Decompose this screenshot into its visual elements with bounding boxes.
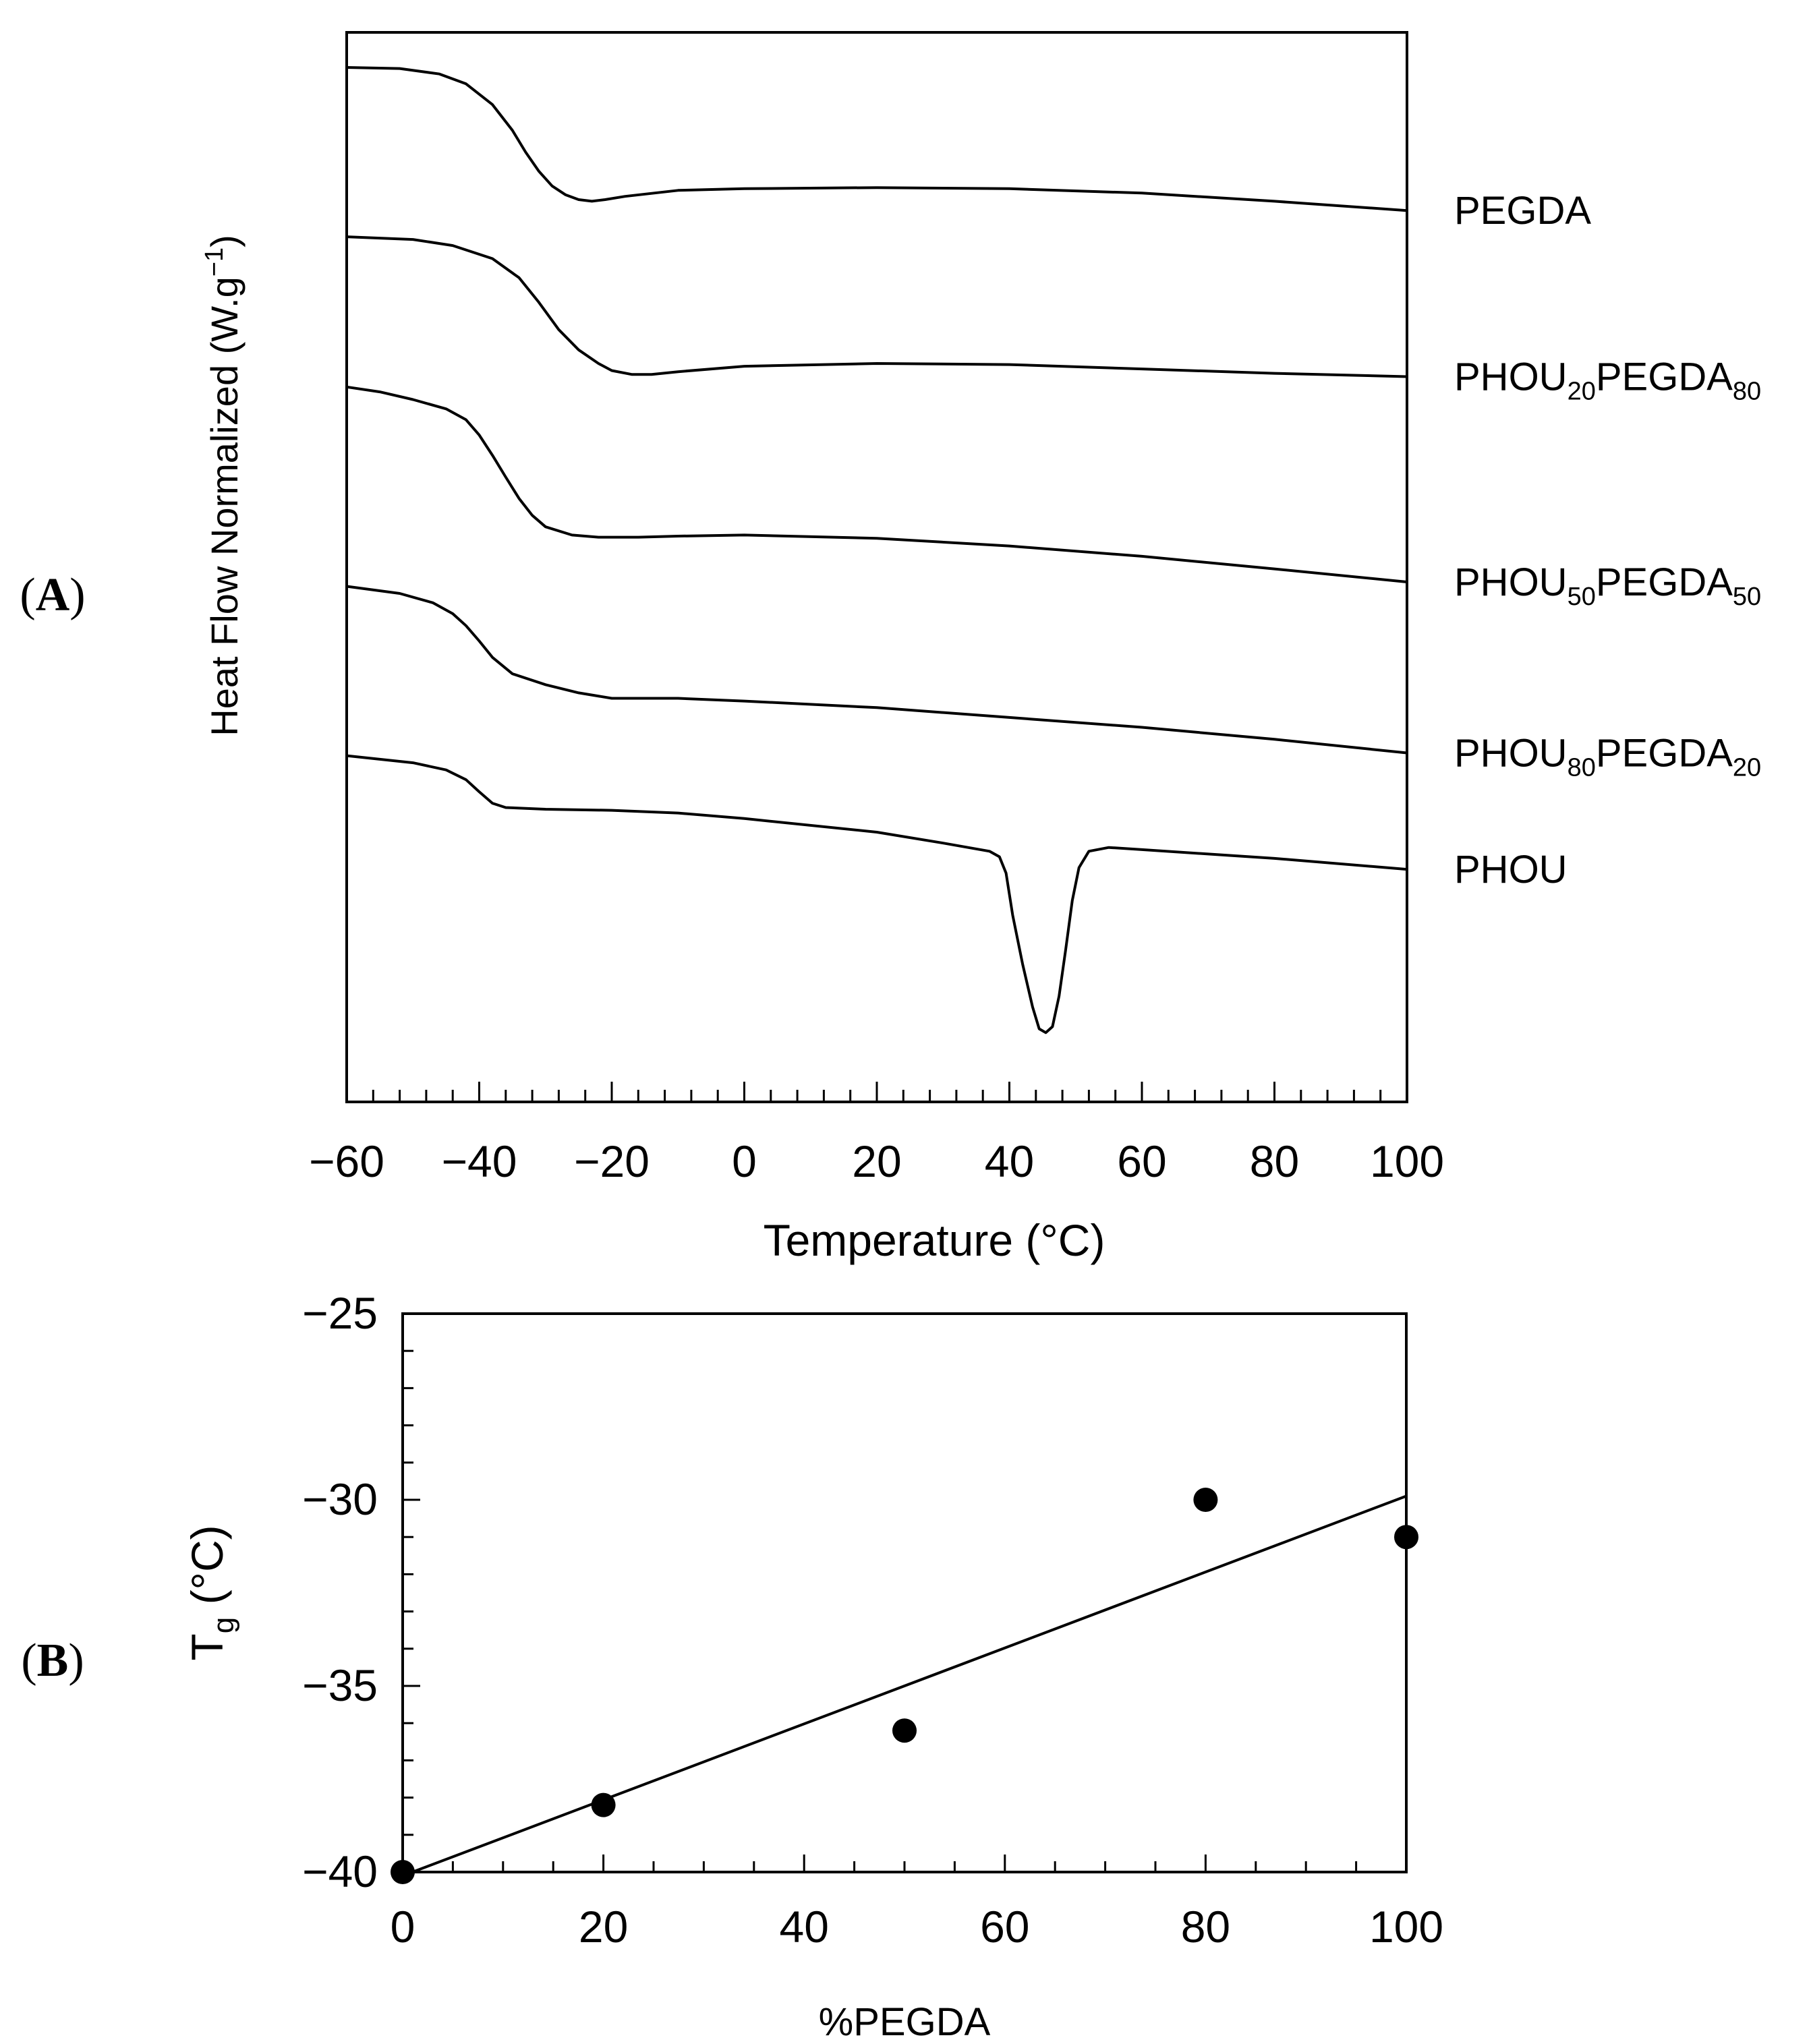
x-axis-ticks-a xyxy=(345,1082,1408,1102)
curve-labels: PEGDA PHOU20PEGDA80 PHOU50PEGDA50 PHOU80PEG… xyxy=(1454,189,1761,892)
curve-label-phou80pegda20: PHOU80PEGDA20 xyxy=(1454,732,1761,782)
x-tick-label-a: 0 xyxy=(732,1136,757,1186)
x-tick-label-b: 40 xyxy=(779,1902,828,1952)
linear-fit-line xyxy=(402,1494,1407,1877)
curve-label-pegda: PEGDA xyxy=(1454,189,1591,233)
tg-data-point xyxy=(591,1792,616,1817)
x-tick-label-a: −60 xyxy=(309,1136,384,1186)
x-tick-label-a: −40 xyxy=(442,1136,517,1186)
y-axis-title-a: Heat Flow Normalized (W.g−1) xyxy=(200,235,246,736)
tg-data-point xyxy=(892,1718,917,1743)
x-tick-label-a: 100 xyxy=(1370,1136,1444,1186)
fit-line-group xyxy=(402,1494,1407,1877)
x-tick-label-b: 0 xyxy=(391,1902,415,1952)
x-tick-label-a: −20 xyxy=(574,1136,650,1186)
dsc-curve-phou50pegda50 xyxy=(346,385,1408,583)
x-tick-label-a: 60 xyxy=(1117,1136,1166,1186)
panel-label-a: (A) xyxy=(20,569,85,621)
curve-label-phou20pegda80: PHOU20PEGDA80 xyxy=(1454,355,1761,406)
x-tick-label-a: 80 xyxy=(1250,1136,1299,1186)
tg-vs-composition-panel: 0 20 40 60 80 100 −25 −30 −35 −40 %PEGDA Tg (°C) xyxy=(182,1288,1443,2044)
tg-data-point xyxy=(391,1860,415,1884)
curve-label-phou: PHOU xyxy=(1454,848,1568,892)
x-axis-title-a: Temperature (°C) xyxy=(764,1215,1105,1265)
dsc-thermogram-panel: −60 −40 −20 0 20 40 60 80 100 PEGDA PHOU20PEGDA80… xyxy=(200,31,1761,1265)
dsc-curve-pegda xyxy=(346,66,1408,212)
data-points xyxy=(391,1488,1418,1884)
panel-label-b: (B) xyxy=(21,1635,84,1687)
y-tick-label-b: −40 xyxy=(302,1846,378,1896)
dsc-curve-phou xyxy=(346,754,1408,1034)
plot-frame-b xyxy=(401,1312,1408,1873)
x-axis-title-b: %PEGDA xyxy=(819,2000,991,2044)
x-tick-label-b: 60 xyxy=(980,1902,1029,1952)
y-tick-label-b: −30 xyxy=(302,1474,378,1524)
x-tick-label-b: 80 xyxy=(1181,1902,1230,1952)
axis-ticks-b xyxy=(401,1312,1408,1873)
dsc-curve-phou20pegda80 xyxy=(346,235,1408,378)
tg-data-point xyxy=(1193,1488,1218,1512)
x-tick-label-a: 20 xyxy=(852,1136,901,1186)
x-tick-label-b: 100 xyxy=(1369,1902,1443,1952)
tg-data-point xyxy=(1394,1525,1418,1550)
y-axis-title-b: Tg (°C) xyxy=(182,1525,240,1660)
dsc-curve-phou80pegda20 xyxy=(346,585,1408,755)
dsc-curves xyxy=(346,66,1408,1034)
x-tick-label-a: 40 xyxy=(985,1136,1034,1186)
x-axis-tick-labels-a: −60 −40 −20 0 20 40 60 80 100 xyxy=(309,1136,1444,1186)
y-tick-label-b: −25 xyxy=(302,1288,378,1338)
axis-tick-labels-b: 0 20 40 60 80 100 −25 −30 −35 −40 xyxy=(302,1288,1443,1952)
x-tick-label-b: 20 xyxy=(579,1902,628,1952)
curve-label-phou50pegda50: PHOU50PEGDA50 xyxy=(1454,560,1761,611)
y-tick-label-b: −35 xyxy=(302,1660,378,1710)
